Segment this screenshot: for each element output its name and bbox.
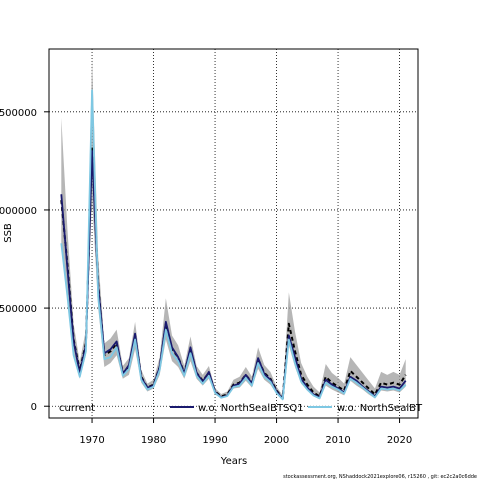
y-tick-label: 0 [31, 402, 37, 413]
legend-label-current: current [59, 403, 95, 414]
legend: current w.o. NorthSealBTSQ1 w.o. NorthSe… [59, 403, 423, 414]
confidence-bands [61, 58, 406, 401]
x-tick-label: 2000 [264, 435, 289, 446]
footer-credit: stockassessment.org, NShaddock2021explor… [283, 474, 477, 480]
x-tick-label: 2010 [325, 435, 350, 446]
plot-frame [48, 48, 419, 419]
legend-label-northsealbtsq1: w.o. NorthSealBTSQ1 [198, 403, 304, 414]
series-line-w-o-northsealbtsq1 [60, 150, 407, 400]
y-tick-label: 1000000 [0, 206, 37, 217]
x-tick-label: 1990 [202, 435, 227, 446]
y-axis-title: SSB [3, 223, 14, 243]
x-tick-label: 1980 [141, 435, 166, 446]
y-tick-label: 500000 [0, 304, 37, 315]
x-axis-title: Years [220, 456, 247, 467]
axis-ticks: 1970 1980 1990 2000 2010 2020 0 500000 1000000 15… [0, 108, 412, 446]
legend-label-northsealbt: w.o. NorthSealBT [337, 403, 423, 414]
series-line-current [60, 146, 407, 400]
x-tick-label: 2020 [387, 435, 412, 446]
series-lines [60, 89, 407, 401]
y-tick-label: 1500000 [0, 108, 37, 119]
current-confidence-band [61, 58, 406, 401]
series-line-w-o-northsealbt [60, 89, 407, 401]
x-tick-label: 1970 [79, 435, 104, 446]
